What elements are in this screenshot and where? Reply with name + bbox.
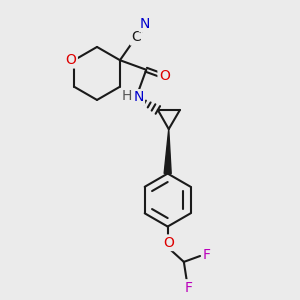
Text: O: O <box>66 53 76 67</box>
Text: F: F <box>184 280 192 295</box>
Text: F: F <box>202 248 211 262</box>
Text: O: O <box>159 69 170 83</box>
Text: O: O <box>164 236 175 250</box>
Polygon shape <box>164 129 171 174</box>
Text: H: H <box>122 89 132 103</box>
Text: N: N <box>133 90 144 104</box>
Text: C: C <box>131 30 141 44</box>
Text: N: N <box>140 17 151 31</box>
